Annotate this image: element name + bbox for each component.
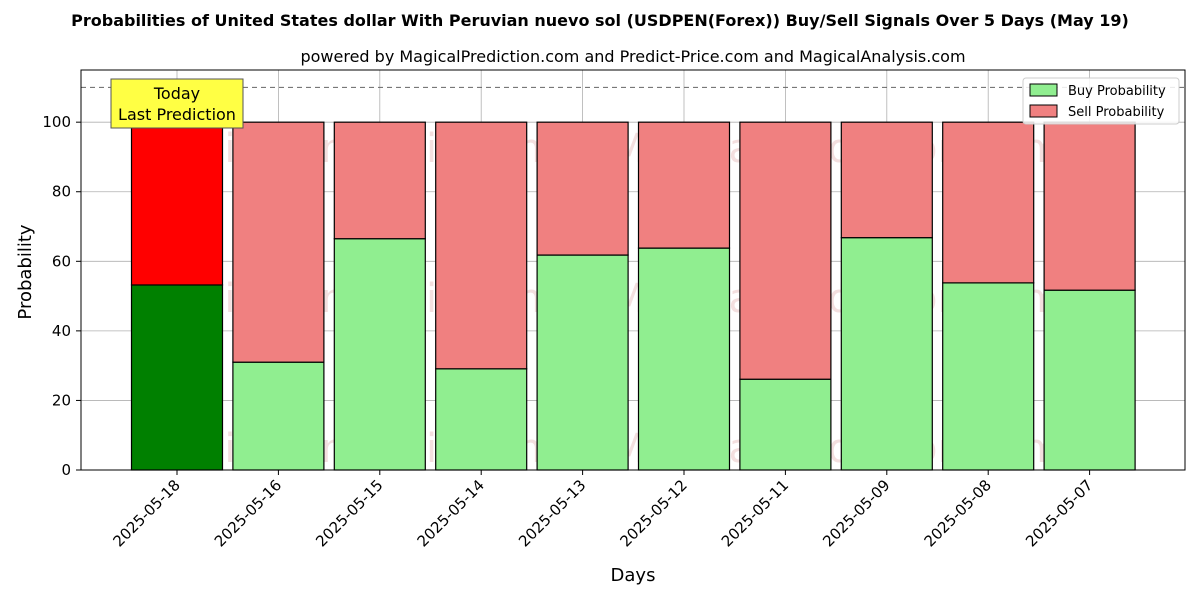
chart-subtitle: powered by MagicalPrediction.com and Pre…	[300, 47, 965, 66]
sell-bar	[435, 121, 528, 370]
x-tick-label: 2025-05-16	[211, 476, 285, 550]
x-axis-label: Days	[611, 565, 656, 586]
x-tick-label: 2025-05-08	[921, 476, 995, 550]
y-axis-label: Probability	[15, 224, 36, 319]
sell-bar	[333, 121, 426, 240]
x-tick-label: 2025-05-18	[109, 476, 183, 550]
legend-swatch	[1029, 83, 1058, 97]
buy-bar	[840, 237, 933, 471]
buy-bar	[130, 284, 224, 471]
sell-bar	[942, 121, 1035, 284]
buy-bar	[536, 254, 629, 471]
legend-label: Sell Probability	[1068, 105, 1165, 120]
x-tick-label: 2025-05-13	[515, 476, 589, 550]
y-tick-label: 60	[52, 252, 71, 270]
sell-bar	[840, 121, 933, 239]
buy-bar	[739, 378, 832, 471]
x-tick-label: 2025-05-07	[1022, 476, 1096, 550]
x-tick-label: 2025-05-15	[312, 476, 386, 550]
annotation-line: Last Prediction	[118, 105, 236, 124]
legend-label: Buy Probability	[1068, 84, 1166, 99]
chart-title: Probabilities of United States dollar Wi…	[71, 11, 1129, 30]
x-tick-label: 2025-05-11	[718, 476, 792, 550]
buy-bar	[232, 361, 325, 471]
buy-bar	[942, 282, 1035, 471]
buy-bar	[333, 238, 426, 471]
annotation-line: Today	[153, 84, 200, 103]
buy-bar	[435, 368, 528, 471]
sell-bar	[1043, 121, 1136, 291]
y-tick-label: 20	[52, 391, 71, 409]
y-tick-label: 40	[52, 322, 71, 340]
sell-bar	[130, 121, 224, 286]
sell-bar	[739, 121, 832, 380]
x-tick-label: 2025-05-09	[819, 476, 893, 550]
annotation-box	[110, 78, 244, 129]
sell-bar	[232, 121, 325, 363]
x-tick-label: 2025-05-14	[414, 476, 488, 550]
legend-swatch	[1029, 104, 1058, 118]
bars	[130, 121, 1136, 471]
buy-bar	[1043, 289, 1136, 471]
y-tick-label: 100	[42, 113, 71, 131]
y-tick-label: 0	[61, 461, 71, 479]
plot-frame	[80, 69, 1186, 471]
sell-bar	[536, 121, 629, 256]
sell-bar	[637, 121, 731, 249]
legend: Buy Probability Sell Probability	[1022, 77, 1180, 125]
buy-bar	[637, 247, 731, 471]
x-tick-label: 2025-05-12	[616, 476, 690, 550]
y-tick-label: 80	[52, 183, 71, 201]
today-annotation: Today Last Prediction	[110, 78, 244, 129]
legend-box	[1022, 77, 1180, 125]
